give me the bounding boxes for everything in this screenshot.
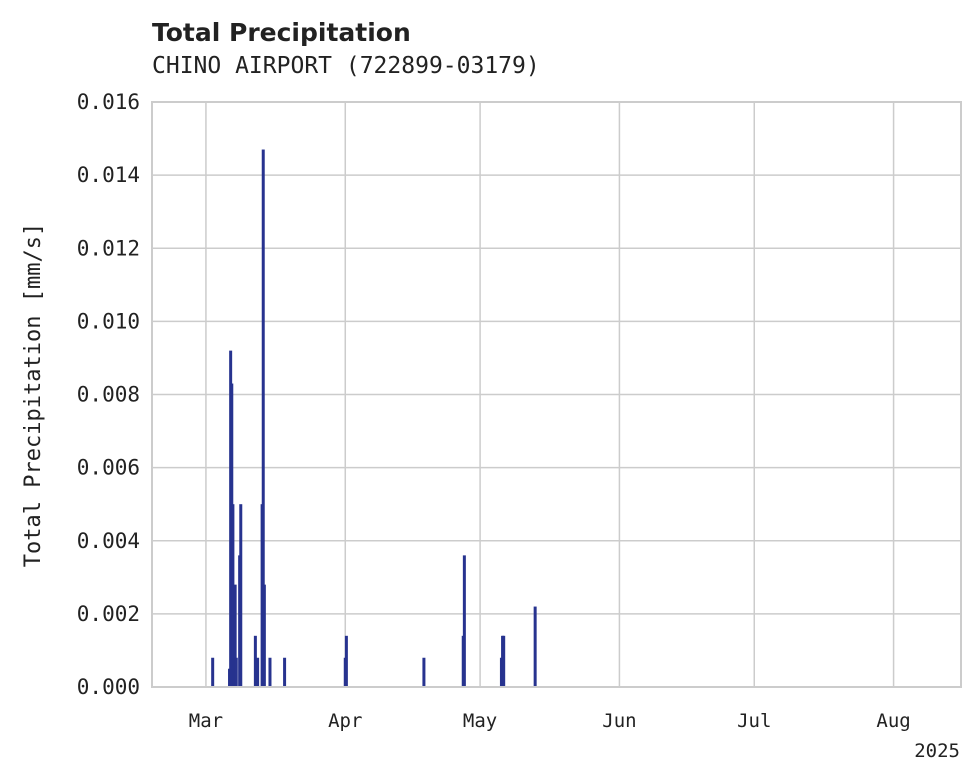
y-tick-label: 0.014: [77, 163, 140, 187]
precipitation-bar: [233, 584, 237, 687]
x-axis-year-label: 2025: [914, 740, 960, 762]
x-tick-label: May: [463, 710, 497, 732]
y-tick-label: 0.006: [77, 456, 140, 480]
y-tick-label: 0.016: [77, 90, 140, 114]
precipitation-bar: [262, 584, 266, 687]
grid-lines: [152, 102, 961, 687]
precipitation-bar: [422, 657, 426, 687]
x-tick-label: Jun: [602, 710, 636, 732]
y-axis-label: Total Precipitation [mm/s]: [21, 223, 46, 567]
precipitation-bar: [268, 657, 272, 687]
precipitation-bar: [253, 635, 257, 687]
y-tick-label: 0.000: [77, 675, 140, 699]
precipitation-bar: [344, 635, 348, 687]
x-tick-label: Apr: [328, 710, 362, 732]
precipitation-bar: [211, 657, 215, 687]
precipitation-bar: [231, 504, 235, 687]
x-axis-ticks: Mar Apr May Jun Jul Aug: [189, 710, 911, 732]
x-tick-label: Mar: [189, 710, 223, 732]
x-tick-label: Jul: [737, 710, 771, 732]
precipitation-bar: [462, 555, 466, 687]
precipitation-bar: [533, 606, 537, 687]
y-tick-label: 0.008: [77, 383, 140, 407]
y-tick-label: 0.004: [77, 529, 140, 553]
x-tick-label: Aug: [876, 710, 910, 732]
precipitation-bar: [239, 504, 243, 687]
y-tick-label: 0.002: [77, 602, 140, 626]
precipitation-bar: [234, 657, 238, 687]
plot-frame: [151, 101, 962, 688]
chart-title: Total Precipitation: [152, 18, 411, 47]
precipitation-bar: [261, 149, 265, 687]
y-axis-ticks: 0.000 0.002 0.004 0.006 0.008 0.010 0.012 0.014…: [77, 90, 140, 699]
chart-subtitle: CHINO AIRPORT (722899-03179): [152, 53, 540, 79]
precipitation-bar: [502, 635, 506, 687]
precipitation-bar: [256, 657, 260, 687]
bar-series: [211, 149, 537, 687]
precipitation-bar: [283, 657, 287, 687]
y-tick-label: 0.012: [77, 236, 140, 260]
y-tick-label: 0.010: [77, 309, 140, 333]
